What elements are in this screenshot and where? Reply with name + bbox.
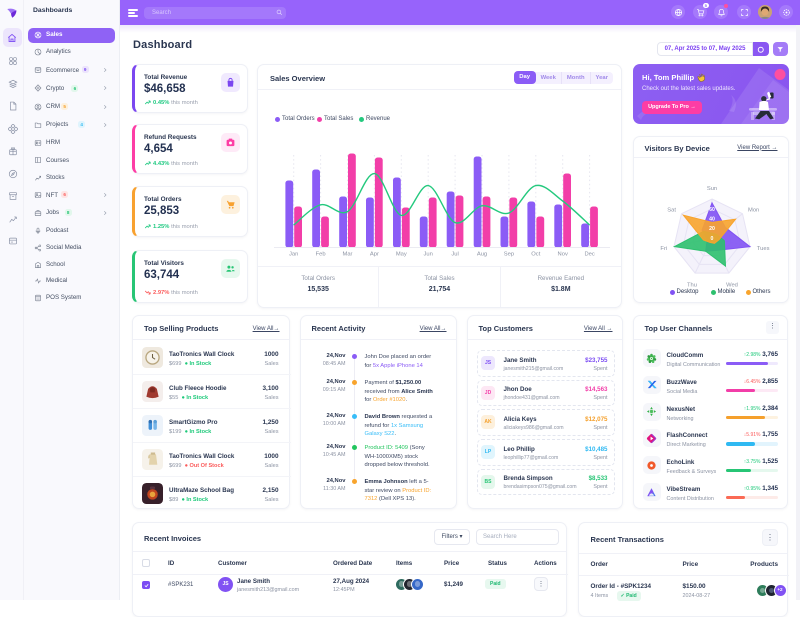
svg-text:20: 20	[709, 226, 715, 232]
svg-text:Mon: Mon	[748, 207, 759, 213]
svg-text:Nov: Nov	[558, 252, 568, 258]
svg-text:0: 0	[710, 236, 713, 242]
svg-text:Sun: Sun	[706, 186, 716, 192]
svg-text:60: 60	[709, 206, 715, 212]
svg-text:Thu: Thu	[687, 282, 697, 288]
svg-text:Mar: Mar	[343, 252, 353, 258]
svg-text:Jun: Jun	[424, 252, 433, 258]
svg-text:Dec: Dec	[584, 252, 594, 258]
svg-text:Aug: Aug	[477, 252, 487, 258]
svg-text:May: May	[396, 252, 407, 258]
svg-text:Feb: Feb	[316, 252, 326, 258]
svg-text:Sep: Sep	[504, 252, 514, 258]
svg-text:Wed: Wed	[726, 282, 738, 288]
svg-text:Jul: Jul	[451, 252, 458, 258]
svg-text:Sat: Sat	[667, 207, 676, 213]
svg-text:Oct: Oct	[531, 252, 540, 258]
svg-text:40: 40	[709, 216, 715, 222]
svg-text:Jan: Jan	[289, 252, 298, 258]
svg-text:Tues: Tues	[756, 246, 769, 252]
svg-text:Fri: Fri	[660, 246, 667, 252]
svg-text:Apr: Apr	[370, 252, 379, 258]
